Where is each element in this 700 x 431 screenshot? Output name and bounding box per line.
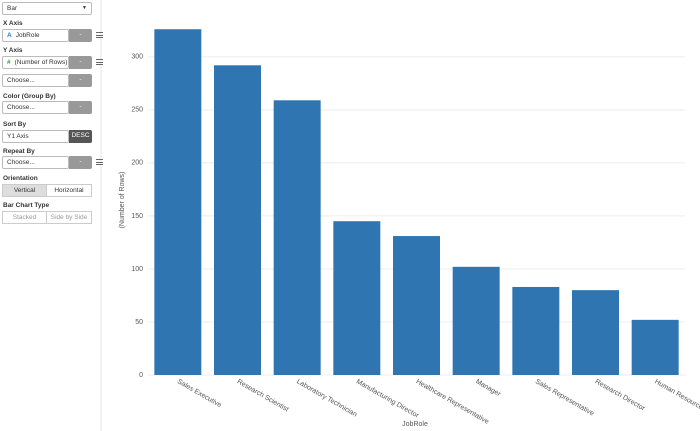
y-tick-label: 200	[131, 160, 143, 167]
x-tick-label: Sales Representative	[534, 378, 595, 417]
toggle-option[interactable]: Side by Side	[46, 211, 92, 224]
caret: ▼	[82, 5, 87, 11]
bar	[572, 290, 619, 375]
remove-button[interactable]: -	[69, 74, 92, 87]
y-axis-label: (Number of Rows)	[119, 172, 126, 229]
y-tick-label: 250	[131, 107, 143, 114]
bar	[452, 266, 500, 375]
menu-icon[interactable]	[96, 59, 103, 65]
bar	[512, 286, 560, 375]
bar	[333, 221, 381, 375]
y-tick-label: 0	[139, 372, 143, 379]
section-label: Sort By	[3, 121, 27, 128]
x-tick-label: Research Scientist	[236, 378, 290, 413]
x-field[interactable]: A JobRole	[2, 29, 69, 42]
field-name: JobRole	[15, 32, 40, 39]
repeat-field[interactable]: Choose...	[2, 156, 69, 169]
chart-type: Bar	[7, 5, 18, 12]
type-icon: #	[7, 59, 11, 66]
section-label: Y Axis	[3, 47, 23, 54]
bar	[273, 100, 321, 375]
remove-button[interactable]: -	[69, 29, 92, 42]
x-tick-label: Human Resources	[653, 378, 700, 413]
bar	[154, 29, 202, 375]
section-label: Bar Chart Type	[3, 202, 50, 209]
menu-icon[interactable]	[96, 32, 103, 38]
x-tick-label: Research Director	[594, 378, 647, 413]
field-name: (Number of Rows)	[14, 59, 68, 66]
bar	[214, 65, 261, 375]
color-field[interactable]: Choose...	[2, 101, 69, 114]
x-axis-label: JobRole	[402, 421, 428, 428]
y-tick-label: 150	[131, 213, 143, 220]
sort-order-button[interactable]: DESC	[69, 130, 92, 143]
bar	[393, 236, 440, 375]
remove-button[interactable]: -	[69, 56, 92, 69]
toggle-option[interactable]: Stacked	[2, 211, 47, 224]
x-tick-label: Laboratory Technician	[295, 378, 358, 418]
x-tick-label: Manufacturing Director	[355, 378, 420, 420]
x-tick-label: Manager	[474, 378, 502, 398]
y-field[interactable]: # (Number of Rows)	[2, 56, 69, 69]
toggle-option[interactable]: Vertical	[2, 184, 47, 197]
y-tick-label: 50	[135, 319, 143, 326]
remove-button[interactable]: -	[69, 156, 92, 169]
section-label: Color (Group By)	[3, 93, 56, 100]
section-label: Orientation	[3, 175, 38, 182]
chart-type-select[interactable]: Bar ▼	[2, 2, 92, 15]
remove-button[interactable]: -	[69, 101, 92, 114]
section-label: X Axis	[3, 20, 23, 27]
y-tick-label: 300	[131, 54, 143, 61]
x-tick-label: Sales Executive	[176, 378, 223, 409]
y2-field[interactable]: Choose...	[2, 74, 69, 87]
type-icon: A	[7, 32, 12, 39]
menu-icon[interactable]	[96, 159, 103, 165]
toggle-option[interactable]: Horizontal	[46, 184, 92, 197]
y-tick-label: 100	[131, 266, 143, 273]
sort-field[interactable]: Y1 Axis	[2, 130, 69, 143]
section-label: Repeat By	[3, 148, 35, 155]
bar	[631, 319, 679, 375]
